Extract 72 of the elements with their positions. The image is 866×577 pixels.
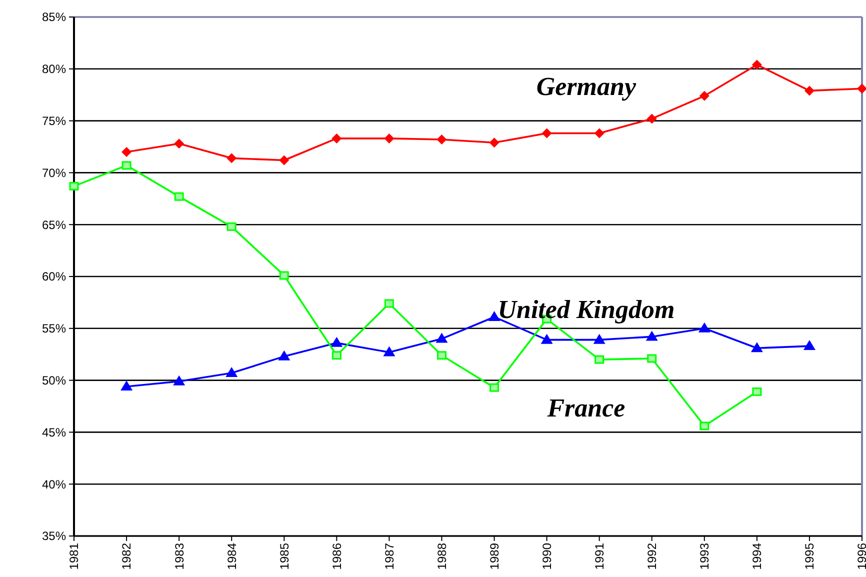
y-tick-label: 80%	[42, 62, 66, 76]
y-tick-label: 40%	[42, 477, 66, 492]
y-tick-label: 50%	[42, 374, 66, 388]
point	[752, 60, 762, 70]
x-tick-label: 1987	[382, 542, 396, 570]
series-label: Germany	[536, 72, 636, 101]
point	[857, 84, 866, 94]
series-label: United Kingdom	[498, 295, 675, 324]
y-tick-label: 65%	[42, 218, 66, 232]
y-tick-label: 75%	[42, 114, 66, 128]
point	[699, 90, 710, 101]
point	[69, 182, 79, 190]
y-tick-label: 70%	[42, 166, 66, 180]
point	[489, 138, 500, 148]
point	[804, 86, 814, 96]
x-tick-label: 1988	[434, 542, 449, 570]
y-tick-label: 45%	[42, 425, 66, 440]
point	[436, 134, 447, 144]
point	[594, 355, 604, 364]
x-tick-label: 1992	[645, 542, 660, 570]
point	[122, 161, 132, 170]
y-tick-label: 60%	[42, 270, 66, 284]
x-tick-label: 1996	[855, 542, 866, 570]
point	[383, 346, 396, 356]
point	[490, 383, 500, 392]
x-tick-label: 1983	[172, 542, 186, 570]
point	[174, 192, 184, 201]
y-tick-label: 85%	[42, 10, 66, 24]
point	[436, 332, 448, 343]
y-tick-label: 35%	[42, 529, 66, 544]
x-tick-label: 1981	[67, 542, 82, 570]
point	[593, 334, 606, 344]
point	[279, 271, 289, 280]
series-label: France	[546, 394, 626, 423]
point	[278, 350, 290, 360]
point	[226, 367, 238, 378]
point	[700, 422, 710, 430]
x-tick-label: 1993	[698, 542, 712, 570]
point	[226, 153, 237, 164]
point	[384, 299, 394, 308]
x-tick-label: 1989	[487, 542, 502, 570]
point	[174, 138, 184, 149]
point	[542, 128, 552, 138]
point	[750, 342, 763, 352]
point	[647, 354, 657, 363]
point	[752, 387, 762, 396]
point	[330, 336, 343, 347]
x-tick-label: 1994	[750, 542, 764, 570]
point	[173, 375, 186, 386]
x-tick-label: 1986	[330, 542, 344, 570]
x-tick-label: 1982	[120, 542, 134, 570]
point	[540, 334, 553, 344]
point	[488, 310, 500, 321]
x-tick-label: 1995	[802, 542, 817, 570]
point	[698, 322, 710, 332]
point	[646, 330, 658, 341]
point	[803, 340, 816, 350]
point	[332, 133, 342, 144]
point	[332, 351, 342, 360]
point	[279, 155, 290, 166]
point	[384, 133, 394, 144]
point	[120, 380, 133, 391]
y-tick-label: 55%	[42, 322, 66, 336]
x-tick-label: 1991	[592, 542, 607, 570]
point	[594, 128, 604, 138]
point	[646, 114, 657, 124]
x-tick-label: 1985	[277, 542, 292, 570]
point	[122, 146, 132, 157]
point	[436, 351, 446, 360]
x-tick-label: 1990	[540, 542, 554, 570]
point	[226, 222, 236, 231]
x-tick-label: 1984	[224, 542, 239, 570]
